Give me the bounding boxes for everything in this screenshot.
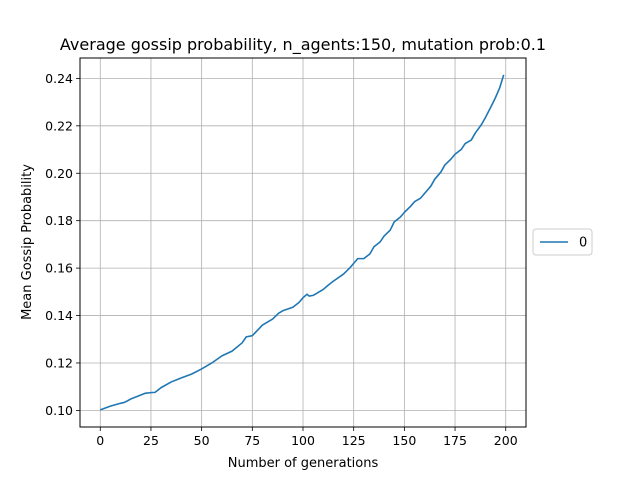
y-tick-label: 0.12 xyxy=(45,355,73,370)
grid xyxy=(80,58,526,427)
x-tick-label: 50 xyxy=(194,433,210,448)
x-axis-label: Number of generations xyxy=(228,456,379,471)
x-axis: 0 25 50 75 100 125 150 175 200 xyxy=(96,427,518,448)
x-tick-label: 100 xyxy=(291,433,315,448)
y-tick-label: 0.16 xyxy=(45,261,73,276)
y-tick-label: 0.14 xyxy=(45,308,73,323)
y-tick-label: 0.22 xyxy=(45,118,73,133)
x-tick-label: 175 xyxy=(443,433,467,448)
x-tick-label: 75 xyxy=(244,433,260,448)
y-axis: 0.10 0.12 0.14 0.16 0.18 0.20 0.22 0.24 xyxy=(45,71,80,418)
chart-title: Average gossip probability, n_agents:150… xyxy=(60,35,546,55)
legend-label-series-0: 0 xyxy=(579,236,587,251)
legend: 0 xyxy=(532,228,593,256)
series-line-0 xyxy=(99,74,505,411)
x-tick-label: 125 xyxy=(342,433,366,448)
x-tick-label: 25 xyxy=(143,433,159,448)
x-tick-label: 0 xyxy=(96,433,104,448)
y-axis-label: Mean Gossip Probability xyxy=(20,164,35,320)
plot-area xyxy=(99,74,505,411)
x-tick-label: 200 xyxy=(494,433,518,448)
y-tick-label: 0.18 xyxy=(45,213,73,228)
x-tick-label: 150 xyxy=(392,433,416,448)
y-tick-label: 0.20 xyxy=(45,166,73,181)
y-tick-label: 0.24 xyxy=(45,71,73,86)
y-tick-label: 0.10 xyxy=(45,403,73,418)
